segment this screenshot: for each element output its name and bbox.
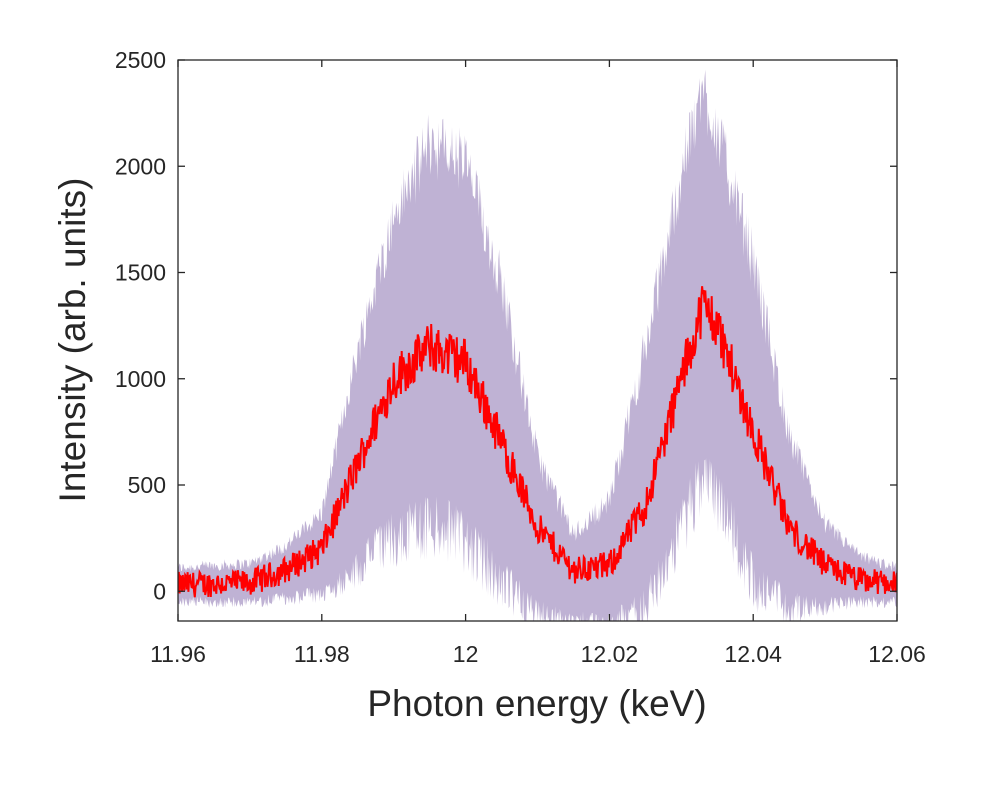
y-tick-label: 0 <box>153 578 166 604</box>
mean-spectrum-line <box>178 286 897 598</box>
x-tick-label: 12.06 <box>868 641 926 667</box>
x-tick-label: 12.02 <box>581 641 639 667</box>
x-tick-label: 11.96 <box>150 641 206 667</box>
x-tick-label: 12 <box>453 641 479 667</box>
plot-frame <box>177 59 898 622</box>
y-axis-label: Intensity (arb. units) <box>52 178 93 503</box>
y-tick-label: 1500 <box>115 260 166 286</box>
y-tick-label: 2500 <box>115 47 166 73</box>
y-tick-label: 1000 <box>115 366 166 392</box>
x-tick-label: 11.98 <box>294 641 350 667</box>
y-tick-label: 2000 <box>115 153 166 179</box>
x-tick-label: 12.04 <box>724 641 782 667</box>
x-axis-label: Photon energy (keV) <box>367 683 706 724</box>
uncertainty-band <box>178 69 897 621</box>
y-tick-label: 500 <box>128 472 166 498</box>
